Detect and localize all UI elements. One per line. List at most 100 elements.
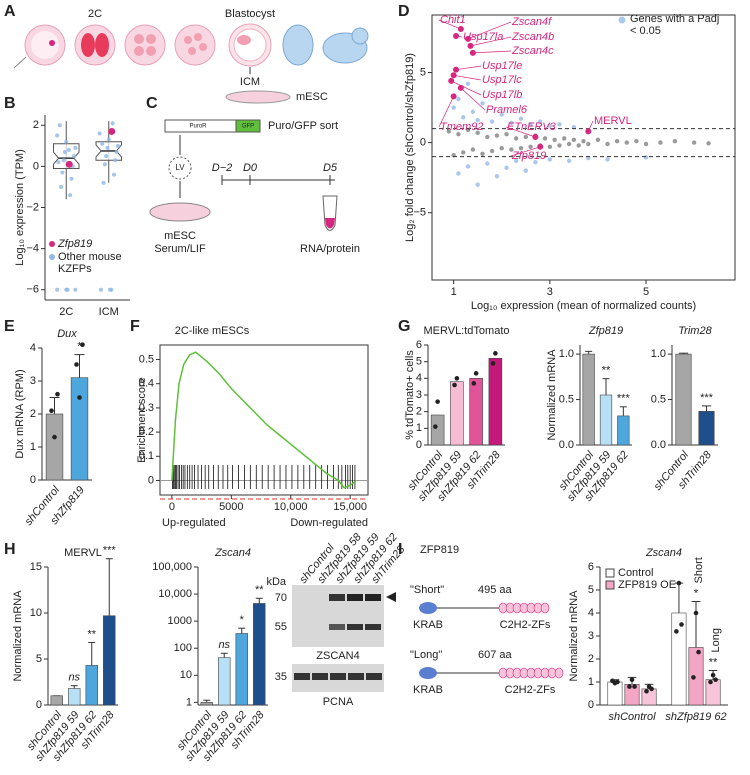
gene-point: [634, 138, 639, 144]
gene-label: Zscan4f: [511, 16, 552, 28]
label-leader: [505, 126, 536, 138]
gene-point: [605, 141, 610, 147]
gene-point: [518, 116, 524, 121]
kzfp-point: [104, 154, 109, 159]
replicate-point: [435, 399, 440, 404]
step-label: mESC: [164, 230, 196, 242]
significance: *: [694, 587, 699, 599]
gene-point: [461, 115, 466, 120]
y-tick-label: 15: [30, 561, 42, 573]
legend-swatch: [49, 254, 55, 260]
plot-frame: [159, 344, 369, 496]
stage-label: mESC: [296, 91, 328, 103]
panel-label: F: [130, 318, 140, 335]
bar: [218, 657, 231, 706]
significance: **: [255, 584, 264, 596]
gene-point: [465, 81, 471, 86]
label-leader: [451, 80, 482, 96]
y-tick-label: 4: [30, 342, 36, 354]
gene-label: Usp17lc: [482, 74, 522, 86]
label-leader: [460, 87, 486, 111]
replicate-point: [454, 376, 460, 381]
kzfp-point: [61, 158, 66, 163]
y-tick-label: 6: [588, 561, 594, 573]
label-leader: [467, 21, 512, 40]
embryo-diagram: [13, 23, 369, 104]
gene-label: Usp17le: [482, 60, 522, 72]
gene-point: [672, 138, 678, 144]
y-tick-label: 0.4: [139, 378, 154, 390]
bar: [70, 377, 89, 481]
y-tick-label: 6: [416, 339, 422, 351]
western-blot: [292, 585, 396, 692]
y-axis-label: Dux mRNA (RPM): [14, 369, 26, 458]
labeled-gene: [453, 66, 460, 73]
labeled-gene: [465, 35, 472, 42]
gene-point: [513, 136, 519, 141]
labeled-gene: [453, 33, 460, 40]
kzfp-point: [59, 184, 64, 189]
kzfp-point: [60, 170, 65, 175]
x-tick-label: shZfp819 62: [665, 711, 726, 723]
legend-label: Zfp819: [58, 238, 93, 250]
y-tick-label: 2: [588, 653, 594, 665]
y-tick-label: 0: [36, 699, 42, 711]
gene-label: MERVL: [594, 115, 632, 127]
y-tick-label: 100,000: [152, 561, 192, 573]
label-leader: [453, 74, 482, 81]
day-label: D0: [243, 162, 258, 174]
bar: [45, 413, 64, 481]
replicate-point: [708, 679, 713, 685]
legend-swatch: [49, 241, 55, 247]
label-leader: [510, 146, 541, 157]
y-axis-label: Normalized mRNA: [12, 590, 24, 682]
marker-label: 55: [275, 621, 287, 633]
label-leader: [438, 19, 461, 30]
gene-point: [528, 122, 533, 127]
kzfp-point: [105, 145, 110, 150]
gene-label: Usp17lb: [482, 89, 522, 101]
bar: [688, 647, 704, 706]
gene-point: [552, 137, 557, 142]
kzfp-point: [72, 154, 77, 159]
step-label: Puro/GFP sort: [268, 120, 338, 132]
blot-label: ZSCAN4: [316, 650, 359, 662]
gene-point: [557, 122, 562, 127]
blot-label: PCNA: [323, 696, 354, 708]
y-tick-label: 0.0: [651, 439, 666, 451]
kzfp-point: [62, 150, 67, 154]
kzfp-point: [98, 287, 103, 292]
bar: [624, 683, 640, 706]
gene-point: [624, 140, 629, 145]
bar: [582, 353, 595, 446]
gene-point: [494, 133, 500, 138]
kzfp-point: [69, 176, 74, 181]
gene-label: Zscan4b: [511, 31, 554, 43]
kzfp-point: [100, 141, 105, 146]
legend-label: Genes with a Padj < 0.05: [630, 13, 720, 37]
labeled-gene: [532, 133, 539, 140]
y-tick-label: 4: [588, 607, 594, 619]
replicate-point: [473, 371, 479, 376]
y-tick-label: 1: [30, 441, 36, 453]
kzfp-point: [113, 158, 118, 163]
y-tick-label: 10: [180, 669, 192, 681]
y-tick-label: 3: [30, 375, 36, 387]
y-tick-label: 0: [588, 699, 594, 711]
gene-point: [451, 105, 456, 110]
stage-label: ICM: [240, 76, 260, 88]
panel-label: I: [398, 541, 402, 558]
significance: ***: [617, 393, 631, 405]
gene-point: [614, 138, 620, 144]
chart-title: Trim28: [678, 325, 712, 337]
chart-title: MERVL:tdTomato: [423, 325, 509, 337]
labeled-gene: [457, 84, 464, 91]
gene-label: Zscan4c: [511, 45, 554, 57]
y-axis-label: Normalized mRNA: [546, 349, 558, 441]
bar: [705, 679, 721, 706]
replicate-point: [433, 424, 438, 429]
y-tick-label: 0.5: [651, 393, 666, 405]
gene-point: [494, 174, 500, 179]
y-axis-label: Enrichment score: [136, 377, 148, 463]
